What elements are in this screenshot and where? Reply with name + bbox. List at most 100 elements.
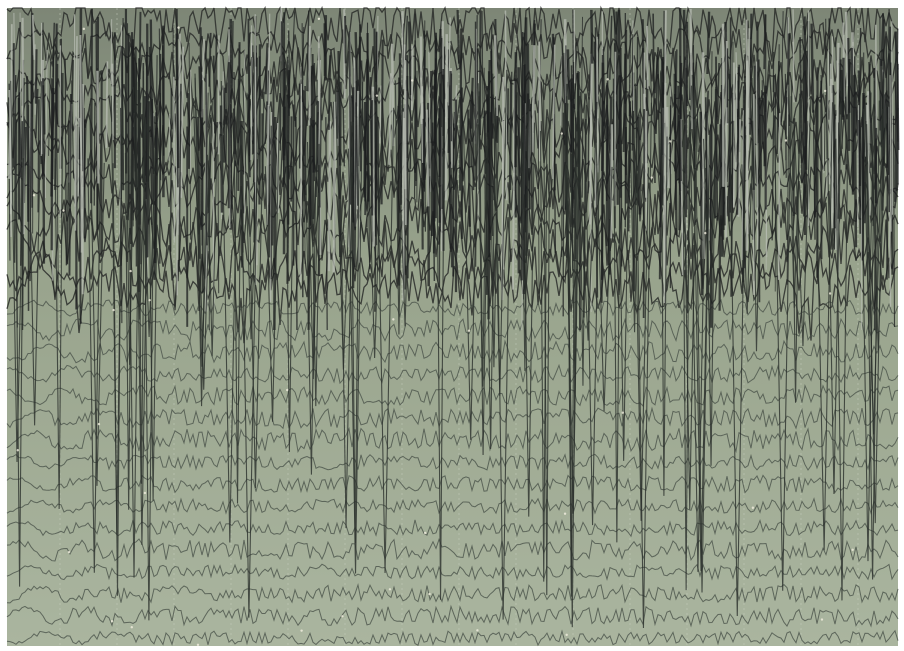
dense-stroke: [631, 34, 634, 97]
spike: [110, 95, 123, 535]
trace: [6, 518, 899, 538]
dense-stroke: [237, 42, 241, 191]
dense-stroke: [755, 61, 759, 250]
dense-stroke: [894, 31, 897, 202]
dense-stroke: [214, 34, 218, 180]
spike: [284, 71, 294, 453]
spike: [477, 83, 489, 455]
dense-stroke: [587, 97, 590, 194]
speck: [560, 132, 563, 135]
spike: [54, 73, 64, 509]
dense-stroke: [173, 76, 176, 243]
speck: [148, 298, 151, 302]
spike: [751, 78, 762, 352]
trace: [6, 406, 899, 430]
spike: [394, 80, 404, 335]
dense-stroke: [271, 79, 275, 246]
dense-stroke: [344, 16, 347, 64]
spike: [865, 100, 880, 580]
dense-stroke: [149, 19, 154, 205]
dense-stroke: [34, 49, 38, 104]
dense-stroke: [553, 114, 557, 253]
dense-stroke: [251, 57, 254, 135]
dense-stroke: [175, 8, 180, 169]
dense-stroke: [29, 80, 33, 282]
dense-stroke: [231, 21, 234, 100]
spike: [485, 107, 497, 449]
spike: [241, 68, 261, 340]
speck: [565, 633, 568, 637]
dense-stroke: [293, 74, 297, 127]
dense-stroke: [295, 116, 298, 331]
spike: [462, 121, 479, 440]
spike: [14, 77, 25, 587]
dense-stroke: [74, 36, 78, 231]
dense-stroke: [444, 34, 448, 201]
dense-stroke: [456, 9, 461, 64]
dense-stroke: [573, 9, 576, 84]
trace: [6, 363, 899, 385]
dense-stroke: [538, 41, 542, 162]
speck: [751, 506, 755, 509]
dense-stroke: [327, 55, 332, 130]
dense-stroke: [639, 48, 642, 192]
speck: [606, 78, 609, 81]
dense-stroke: [600, 101, 605, 303]
dense-stroke: [826, 49, 830, 197]
dense-stroke: [785, 90, 788, 161]
speck: [97, 422, 101, 426]
spike: [350, 93, 361, 544]
dense-stroke: [674, 49, 678, 172]
spike: [773, 96, 792, 591]
dense-stroke: [425, 109, 430, 207]
dense-stroke: [812, 109, 816, 240]
dense-stroke: [428, 51, 432, 192]
dense-stroke: [264, 43, 269, 95]
spike: [864, 77, 884, 435]
dense-stroke: [803, 16, 808, 170]
speck: [130, 625, 133, 629]
speck: [828, 292, 832, 295]
dense-stroke: [79, 34, 83, 253]
dense-stroke: [589, 114, 592, 313]
speck: [300, 629, 303, 632]
dense-stroke: [229, 103, 233, 210]
dense-stroke: [792, 9, 795, 103]
dense-stroke: [225, 82, 228, 164]
dense-stroke: [530, 103, 534, 230]
dense-stroke: [180, 46, 185, 198]
dense-stroke: [873, 127, 878, 331]
dense-stroke: [632, 20, 634, 111]
dense-stroke: [685, 67, 688, 210]
dense-stroke: [379, 85, 382, 144]
speck: [410, 79, 414, 82]
dense-stroke: [822, 123, 825, 174]
dense-stroke: [699, 111, 704, 296]
dense-stroke: [31, 14, 36, 60]
dense-stroke: [212, 55, 216, 134]
dense-stroke: [434, 58, 437, 222]
dense-stroke: [837, 47, 841, 219]
dense-stroke: [841, 57, 845, 120]
spike: [142, 70, 155, 621]
dense-stroke: [208, 32, 212, 87]
dense-stroke: [430, 71, 434, 236]
dense-stroke: [763, 14, 767, 70]
dense-stroke: [622, 53, 627, 152]
dense-stroke: [374, 31, 378, 237]
dense-stroke: [64, 59, 68, 266]
dense-stroke: [866, 91, 871, 216]
dense-stroke: [875, 24, 878, 139]
trace: [6, 538, 899, 563]
spike: [520, 96, 530, 371]
speck: [820, 618, 824, 621]
spike: [239, 108, 258, 618]
dense-stroke: [891, 21, 894, 215]
dense-stroke: [208, 125, 211, 331]
spike: [660, 70, 668, 496]
dense-stroke: [327, 121, 332, 272]
dense-stroke: [342, 108, 346, 167]
spike: [137, 81, 146, 484]
spike: [194, 73, 213, 390]
